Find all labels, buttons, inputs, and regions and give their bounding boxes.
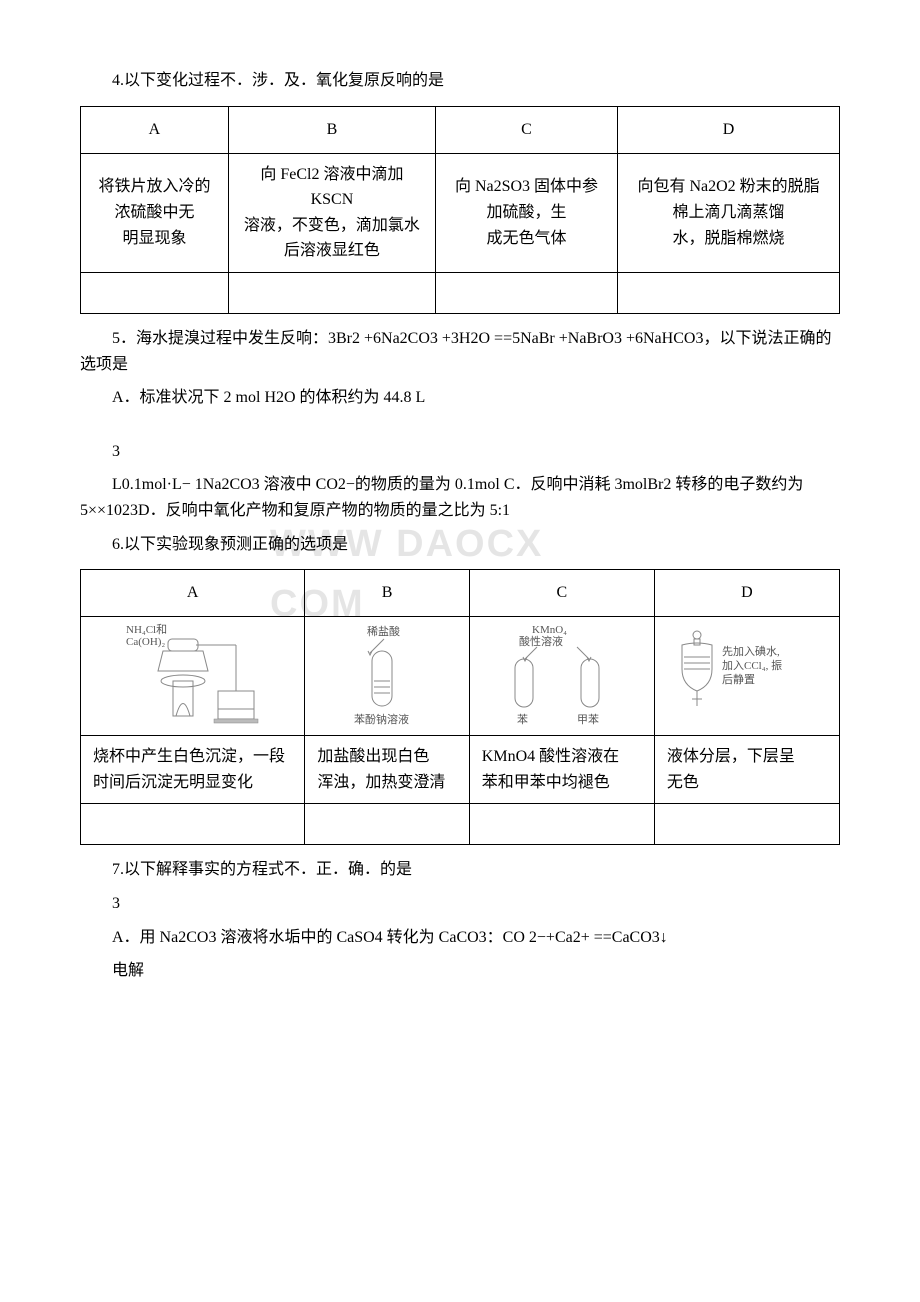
q6-table: A B C D NH₄Cl和 Ca(OH)₂ 稀盐酸 [80, 569, 840, 845]
q4-cB: 向 FeCl2 溶液中滴加 KSCN 溶液，不变色，滴加氯水后溶液显红色 [228, 153, 435, 272]
q5-body: L0.1mol·L− 1Na2CO3 溶液中 CO2−的物质的量为 0.1mol… [80, 472, 840, 523]
q6-diagC: KMnO₄ 酸性溶液 苯 甲苯 [469, 617, 654, 736]
two-tubes-icon: KMnO₄ 酸性溶液 苯 甲苯 [477, 621, 647, 731]
separating-funnel-icon: 先加入碘水, 加入CCl₄, 振 后静置 [662, 621, 832, 731]
q6-prompt: 6.以下实验现象预测正确的选项是 [80, 532, 840, 558]
q7-sep: 3 [80, 891, 840, 917]
heating-apparatus-icon: NH₄Cl和 Ca(OH)₂ [118, 621, 268, 731]
q4-hD: D [618, 106, 840, 153]
q6-hB: B [305, 570, 469, 617]
diagC-label2: 酸性溶液 [519, 634, 563, 648]
diagC-label4: 甲苯 [577, 712, 599, 726]
diagC-label3: 苯 [517, 712, 528, 726]
q6-c3A: 烧杯中产生白色沉淀，一段 时间后沉淀无明显变化 [81, 736, 305, 804]
diagB-label2: 苯酚钠溶液 [354, 712, 409, 726]
diagD-label2: 加入CCl₄, 振 [722, 658, 782, 672]
q6-c3B: 加盐酸出现白色 浑浊，加热变澄清 [305, 736, 469, 804]
q4-table: A B C D 将铁片放入冷的浓硫酸中无 明显现象 向 FeCl2 溶液中滴加 … [80, 106, 840, 314]
table-header-row: A B C D [81, 106, 840, 153]
q6-diagB: 稀盐酸 苯酚钠溶液 [305, 617, 469, 736]
table-header-row: A B C D [81, 570, 840, 617]
q4-prompt: 4.以下变化过程不．涉．及．氧化复原反响的是 [80, 68, 840, 94]
diagD-label1: 先加入碘水, [722, 645, 780, 658]
q7-last: 电解 [80, 958, 840, 984]
diagA-label2: Ca(OH)₂ [126, 636, 165, 648]
q5-sep1: 3 [80, 439, 840, 465]
q7-prompt: 7.以下解释事实的方程式不．正．确．的是 [80, 857, 840, 883]
test-tube-icon: 稀盐酸 苯酚钠溶液 [312, 621, 462, 731]
table-diagram-row: NH₄Cl和 Ca(OH)₂ 稀盐酸 [81, 617, 840, 736]
diagC-label1: KMnO₄ [532, 624, 567, 636]
table-empty-row [81, 804, 840, 845]
q4-hB: B [228, 106, 435, 153]
q6-hC: C [469, 570, 654, 617]
q6-hD: D [654, 570, 839, 617]
table-row: 烧杯中产生白色沉淀，一段 时间后沉淀无明显变化 加盐酸出现白色 浑浊，加热变澄清… [81, 736, 840, 804]
q4-cA: 将铁片放入冷的浓硫酸中无 明显现象 [81, 153, 229, 272]
diagB-label1: 稀盐酸 [367, 624, 400, 638]
q4-hA: A [81, 106, 229, 153]
table-empty-row [81, 272, 840, 313]
q4-hC: C [435, 106, 617, 153]
q6-c3D: 液体分层，下层呈 无色 [654, 736, 839, 804]
table-row: 将铁片放入冷的浓硫酸中无 明显现象 向 FeCl2 溶液中滴加 KSCN 溶液，… [81, 153, 840, 272]
q5-prompt: 5．海水提溴过程中发生反响：3Br2 +6Na2CO3 +3H2O ==5NaB… [80, 326, 840, 377]
q4-cD: 向包有 Na2O2 粉末的脱脂棉上滴几滴蒸馏 水，脱脂棉燃烧 [618, 153, 840, 272]
q5-optA: A．标准状况下 2 mol H2O 的体积约为 44.8 L [80, 385, 840, 411]
q4-cC: 向 Na2SO3 固体中参加硫酸，生 成无色气体 [435, 153, 617, 272]
q7-optA: A．用 Na2CO3 溶液将水垢中的 CaSO4 转化为 CaCO3：CO 2−… [80, 925, 840, 951]
q6-diagA: NH₄Cl和 Ca(OH)₂ [81, 617, 305, 736]
q6-c3C: KMnO4 酸性溶液在 苯和甲苯中均褪色 [469, 736, 654, 804]
diagD-label3: 后静置 [722, 672, 755, 686]
q6-hA: A [81, 570, 305, 617]
diagA-label1: NH₄Cl和 [126, 623, 167, 636]
q6-diagD: 先加入碘水, 加入CCl₄, 振 后静置 [654, 617, 839, 736]
